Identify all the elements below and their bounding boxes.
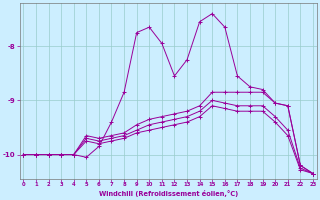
X-axis label: Windchill (Refroidissement éolien,°C): Windchill (Refroidissement éolien,°C) [99,190,238,197]
